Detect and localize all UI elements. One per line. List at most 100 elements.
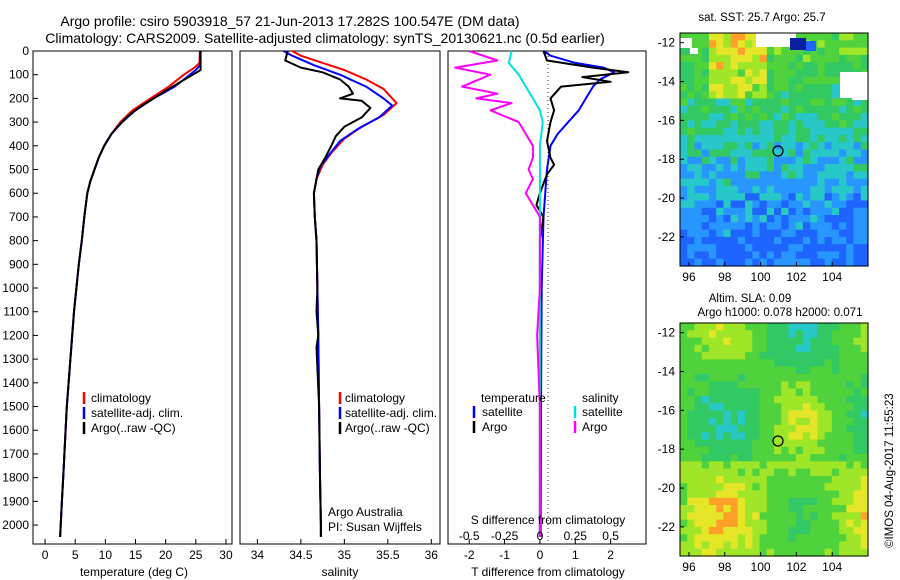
map-cell [766,47,775,56]
map-cell [701,512,710,521]
map-cell [737,512,746,521]
map-cell [687,497,695,506]
map-cell [853,200,862,209]
map-cell [860,40,869,49]
map-cell [846,403,855,411]
map-cell [730,164,739,172]
map-cell [810,381,818,390]
map-cell [694,439,703,448]
map-cell [802,120,811,129]
map-cell [687,483,695,492]
map-cell [701,164,710,172]
map-cell [831,229,840,238]
map-cell [680,344,688,353]
map-cell [752,200,761,209]
map-cell [802,171,811,180]
map-cell [781,424,789,433]
map-cell [694,323,703,331]
map-cell [853,344,862,353]
map-cell [730,395,739,404]
x-tick-label: 20 [159,548,173,562]
map-cell [759,54,768,63]
map-cell [795,381,804,390]
map-cell [795,344,804,353]
map-cell [781,446,789,455]
map-cell [737,366,746,375]
map-cell [745,164,753,172]
map-cell [759,374,768,382]
map-cell [687,236,695,245]
map-cell [860,164,869,172]
map-cell [810,193,818,202]
depth-tick-label: 1600 [2,423,29,437]
map-cell [730,483,739,492]
map-cell [781,337,789,346]
map-cell [788,548,797,557]
map-cell [687,178,695,187]
depth-tick-label: 1000 [2,281,29,295]
map-cell [853,483,862,492]
difference-legend: temperature satellite Argo salinity sate… [472,391,623,434]
map-cell [781,461,789,470]
map-cell [694,534,703,543]
map-cell [759,127,768,136]
map-cell [788,526,797,535]
map-cell [853,149,862,158]
map-cell [788,505,797,513]
map-cell [766,432,775,441]
map-cell [694,229,703,238]
map-cell [737,439,746,448]
sal-legend-clim: climatology [345,391,405,405]
map-cell [752,497,761,506]
map-cell [802,222,811,231]
map-cell [694,505,703,513]
map-cell [781,352,789,360]
map-cell [752,236,761,245]
map-cell [781,490,789,499]
map-cell [810,548,818,557]
map-cell [716,40,724,49]
map-cell [810,410,818,419]
map-cell [730,62,739,70]
map-cell [701,475,710,484]
map-cell [745,91,753,100]
map-cell [831,98,840,107]
map-cell [860,395,869,404]
map-cell [781,156,789,165]
map-cell [860,497,869,506]
map-cell [853,352,862,360]
map-cell [817,156,826,165]
map-cell [802,497,811,506]
map-cell [723,251,732,260]
map-cell [730,446,739,455]
map-cell [853,548,862,557]
map-cell [846,352,855,360]
map-cell [788,98,797,107]
map-cell [839,47,847,56]
depth-tick-label: 400 [9,139,29,153]
map-cell [831,40,840,49]
map-cell [860,468,869,477]
map-cell [723,461,732,470]
map-cell [810,47,818,56]
map-cell [694,76,703,85]
map-cell [723,468,732,477]
diff-legend-temp-sat: satellite [482,405,523,419]
map-cell [795,215,804,223]
map-cell [831,54,840,63]
map-cell [737,432,746,441]
map-cell [810,330,818,339]
map-cell [824,222,833,231]
map-cell [752,47,761,56]
x-tick-label: 0 [537,548,544,562]
map-cell [795,76,804,85]
map-cell [694,258,703,267]
map-cell [701,142,710,151]
map-cell [680,548,688,557]
map-cell [716,359,724,368]
x-tick-label: 1 [572,548,579,562]
map-cell [831,403,840,411]
map-cell [680,359,688,368]
map-cell [759,352,768,360]
map-cell [824,98,833,107]
